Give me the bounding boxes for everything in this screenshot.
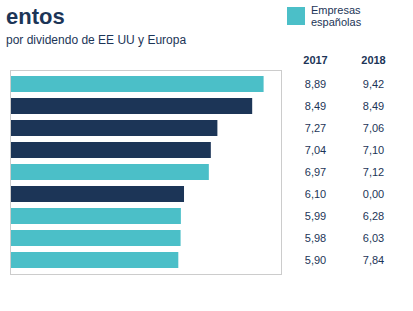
svg-text:2018: 2018	[361, 54, 385, 66]
svg-text:7,067.06: 7,067.06	[363, 122, 384, 134]
svg-text:7,047.04: 7,047.04	[305, 144, 326, 156]
svg-text:6,036.03: 6,036.03	[363, 232, 384, 244]
svg-text:8,498.49: 8,498.49	[363, 100, 384, 112]
html-text:por dividendo de EE UU y Europ: por dividendo de EE UU y Europa	[6, 33, 187, 47]
html-text:Empresas españolas: Empresas españolas	[311, 4, 362, 28]
svg-text:7,847.84: 7,847.84	[363, 254, 384, 266]
svg-text:2017: 2017	[303, 54, 327, 66]
svg-text:8,498.49: 8,498.49	[305, 100, 326, 112]
svg-text:7,277.27: 7,277.27	[305, 122, 326, 134]
svg-text:8,898.89: 8,898.89	[305, 78, 326, 90]
svg-text:0,000: 0,000	[363, 188, 384, 200]
svg-text:5,985.98: 5,985.98	[305, 232, 326, 244]
svg-text:7,127.12: 7,127.12	[363, 166, 384, 178]
html-text:entos: entos	[6, 4, 65, 29]
svg-text:7,107.1: 7,107.1	[363, 144, 384, 156]
svg-text:5,905.9: 5,905.9	[305, 254, 326, 266]
svg-text:6,976.97: 6,976.97	[305, 166, 326, 178]
svg-text:9,429.42: 9,429.42	[363, 78, 384, 90]
svg-text:6,106.1: 6,106.1	[305, 188, 326, 200]
svg-text:5,995.99: 5,995.99	[305, 210, 326, 222]
svg-text:6,286.28: 6,286.28	[363, 210, 384, 222]
